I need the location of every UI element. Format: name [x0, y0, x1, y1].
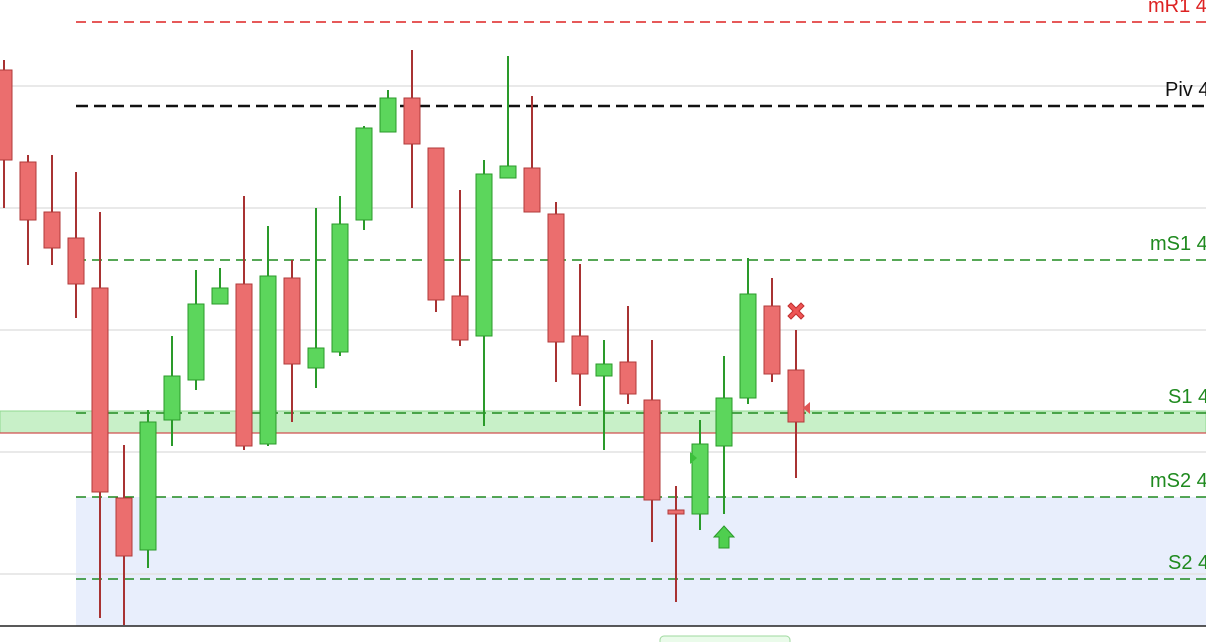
candle-body — [115, 497, 133, 557]
level-label: S2 4 — [1168, 552, 1206, 574]
candle-body — [715, 397, 733, 447]
candle-body — [163, 375, 181, 421]
candle-body — [595, 363, 613, 377]
candle-body — [643, 399, 661, 501]
candle-body — [547, 213, 565, 343]
candle-body — [19, 161, 37, 221]
candle-body — [499, 165, 517, 179]
candle-body — [619, 361, 637, 395]
candle-body — [427, 147, 445, 301]
candle-body — [523, 167, 541, 213]
level-label: S1 4 — [1168, 386, 1206, 408]
candle-body — [139, 421, 157, 551]
button[interactable] — [659, 635, 791, 642]
candle-body — [259, 275, 277, 445]
candle-body — [331, 223, 349, 353]
candle-body — [667, 509, 685, 515]
entry-marker — [690, 452, 697, 464]
candle-body — [787, 369, 805, 423]
candle-body — [211, 287, 229, 305]
candle-body — [0, 69, 13, 161]
candle-body — [355, 127, 373, 221]
candle-body — [475, 173, 493, 337]
candle-body — [763, 305, 781, 375]
candle-body — [739, 293, 757, 399]
candle-body — [307, 347, 325, 369]
level-label: mR1 4 — [1148, 0, 1206, 17]
candle-body — [379, 97, 397, 133]
candle-body — [67, 237, 85, 285]
zone — [76, 497, 1206, 626]
exit-marker — [803, 402, 810, 414]
candle-body — [91, 287, 109, 493]
candle-body — [235, 283, 253, 447]
level-label: Piv 4 — [1165, 79, 1206, 101]
candle-body — [691, 443, 709, 515]
sell-marker — [787, 302, 805, 320]
level-label: mS2 4 — [1150, 470, 1206, 492]
level-label: mS1 4 — [1150, 233, 1206, 255]
candle-body — [403, 97, 421, 145]
candle-body — [571, 335, 589, 375]
candle-body — [283, 277, 301, 365]
candle-body — [43, 211, 61, 249]
candle-body — [187, 303, 205, 381]
candle-body — [451, 295, 469, 341]
buy-marker — [712, 525, 736, 549]
